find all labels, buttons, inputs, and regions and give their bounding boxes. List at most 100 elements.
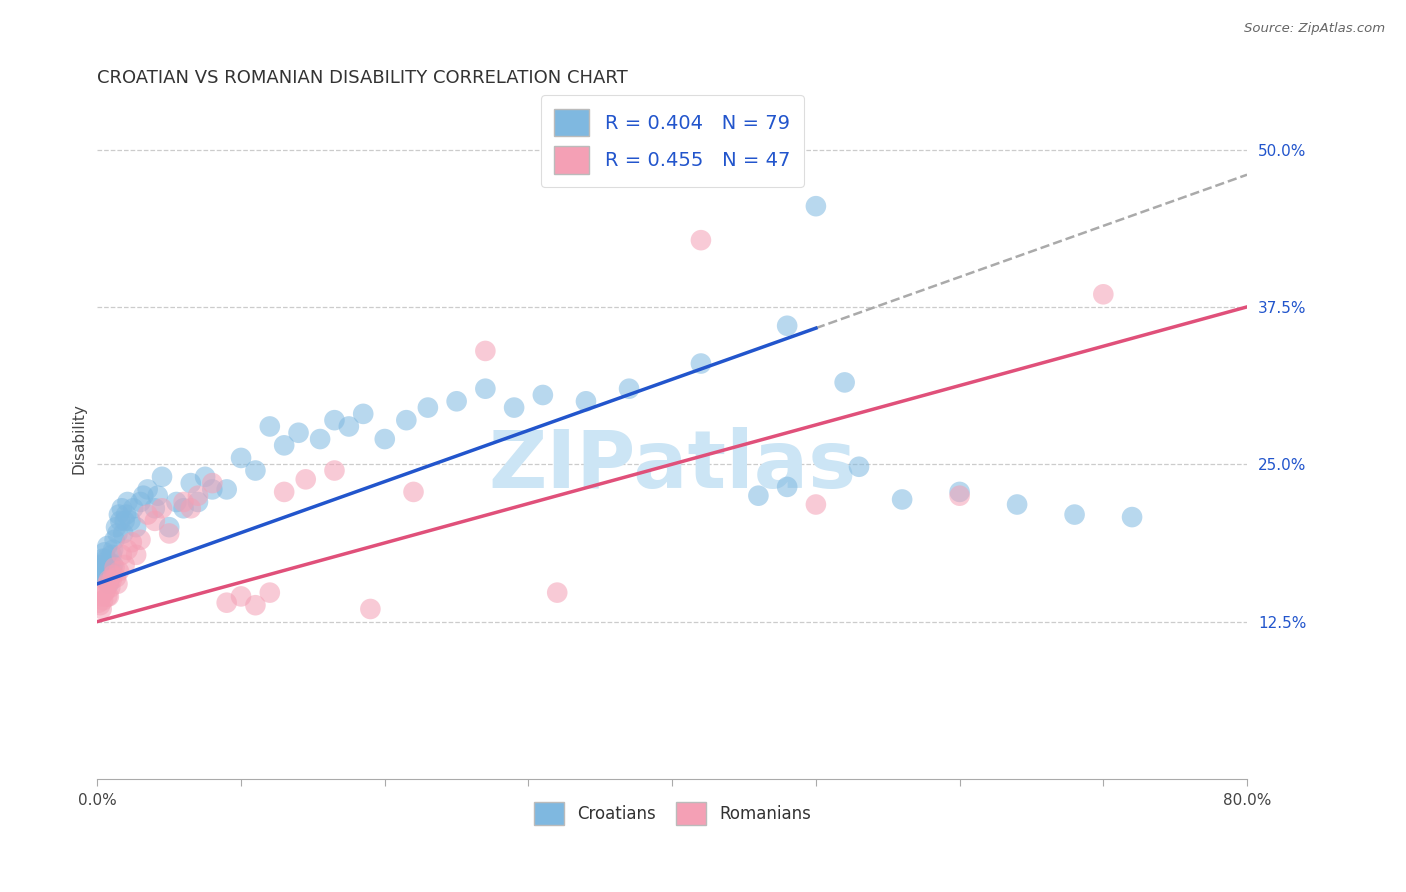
Point — [273, 484, 295, 499]
Point — [834, 376, 856, 390]
Legend: Croatians, Romanians: Croatians, Romanians — [527, 795, 817, 831]
Point — [245, 598, 267, 612]
Point — [91, 593, 114, 607]
Point — [129, 533, 152, 547]
Point — [136, 508, 159, 522]
Point — [96, 590, 118, 604]
Point — [112, 526, 135, 541]
Point — [229, 450, 252, 465]
Point — [143, 501, 166, 516]
Point — [287, 425, 309, 440]
Point — [804, 498, 827, 512]
Point — [105, 520, 128, 534]
Point — [848, 459, 870, 474]
Point — [91, 560, 114, 574]
Point — [117, 542, 139, 557]
Point — [90, 590, 112, 604]
Point — [122, 501, 145, 516]
Point — [150, 470, 173, 484]
Point — [105, 570, 128, 584]
Point — [94, 564, 117, 578]
Point — [97, 590, 120, 604]
Point — [150, 501, 173, 516]
Point — [690, 357, 713, 371]
Point — [90, 568, 112, 582]
Point — [180, 501, 202, 516]
Point — [337, 419, 360, 434]
Point — [294, 472, 316, 486]
Point — [93, 585, 115, 599]
Point — [101, 542, 124, 557]
Point — [97, 573, 120, 587]
Point — [402, 484, 425, 499]
Point — [949, 484, 972, 499]
Point — [245, 463, 267, 477]
Y-axis label: Disability: Disability — [72, 403, 86, 475]
Point — [143, 514, 166, 528]
Point — [108, 564, 131, 578]
Point — [259, 585, 281, 599]
Point — [97, 558, 120, 572]
Point — [97, 576, 120, 591]
Point — [395, 413, 418, 427]
Point — [309, 432, 332, 446]
Point — [259, 419, 281, 434]
Point — [96, 539, 118, 553]
Point — [96, 576, 118, 591]
Point — [949, 489, 972, 503]
Point — [173, 495, 195, 509]
Point — [121, 535, 143, 549]
Point — [108, 508, 131, 522]
Point — [146, 489, 169, 503]
Point — [503, 401, 526, 415]
Point — [165, 495, 187, 509]
Point — [136, 483, 159, 497]
Point — [201, 476, 224, 491]
Point — [173, 501, 195, 516]
Point — [111, 548, 134, 562]
Point — [98, 564, 121, 578]
Point — [187, 489, 209, 503]
Point — [273, 438, 295, 452]
Text: Source: ZipAtlas.com: Source: ZipAtlas.com — [1244, 22, 1385, 36]
Point — [100, 548, 122, 562]
Point — [114, 558, 136, 572]
Point — [94, 583, 117, 598]
Point — [129, 495, 152, 509]
Point — [98, 570, 121, 584]
Text: ZIPatlas: ZIPatlas — [488, 427, 856, 505]
Point — [94, 573, 117, 587]
Point — [531, 388, 554, 402]
Point — [180, 476, 202, 491]
Point — [111, 501, 134, 516]
Point — [374, 432, 396, 446]
Point — [94, 551, 117, 566]
Point — [352, 407, 374, 421]
Point — [89, 564, 111, 578]
Point — [89, 598, 111, 612]
Point — [100, 560, 122, 574]
Point — [1063, 508, 1085, 522]
Point — [98, 556, 121, 570]
Point — [125, 548, 148, 562]
Point — [157, 526, 180, 541]
Point — [690, 233, 713, 247]
Point — [359, 602, 381, 616]
Point — [100, 573, 122, 587]
Point — [96, 568, 118, 582]
Point — [201, 483, 224, 497]
Point — [157, 520, 180, 534]
Point — [110, 514, 132, 528]
Point — [1092, 287, 1115, 301]
Point — [891, 492, 914, 507]
Point — [776, 318, 799, 333]
Point — [229, 590, 252, 604]
Point — [93, 556, 115, 570]
Point — [107, 526, 129, 541]
Point — [104, 560, 127, 574]
Point — [132, 489, 155, 503]
Point — [194, 470, 217, 484]
Point — [115, 508, 138, 522]
Point — [93, 570, 115, 584]
Point — [98, 581, 121, 595]
